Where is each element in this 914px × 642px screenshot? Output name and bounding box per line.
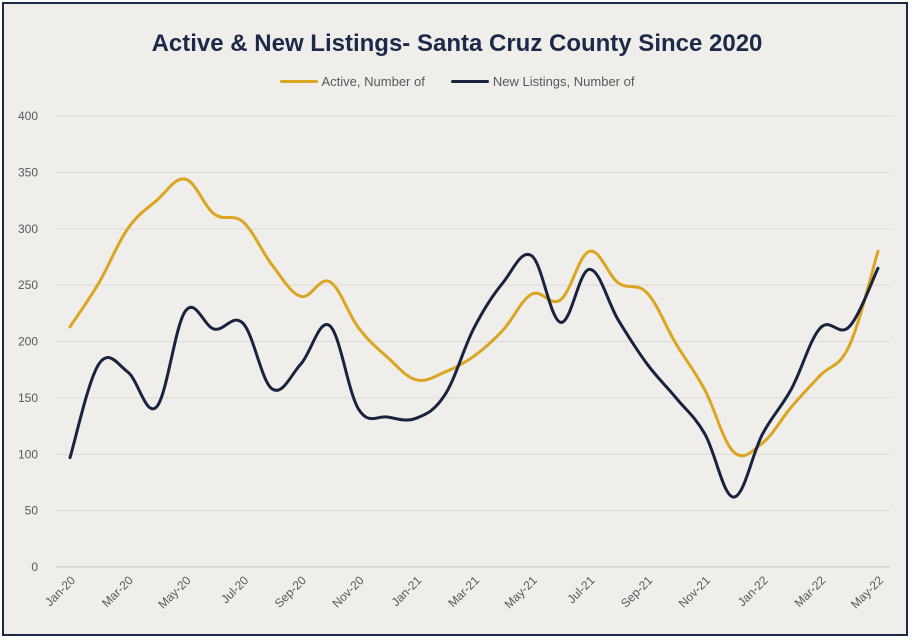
legend-swatch-active	[279, 80, 318, 83]
gridlines	[56, 115, 890, 568]
y-tick-label: 200	[18, 335, 38, 349]
x-tick-label: Jul-20	[218, 573, 251, 606]
x-tick-label: May-22	[848, 573, 886, 611]
x-tick-label: Mar-20	[99, 573, 136, 610]
x-tick-label: May-20	[155, 573, 193, 611]
x-tick-label: Mar-21	[445, 573, 482, 610]
x-axis-ticks: Jan-20 Mar-20 May-20 Jul-20 Sep-20 Nov-20 Jan-…	[42, 573, 886, 611]
chart-title: Active & New Listings- Santa Cruz County…	[151, 30, 763, 57]
x-tick-label: Sep-21	[618, 573, 655, 610]
x-tick-label: May-21	[502, 573, 540, 611]
x-tick-label: Nov-20	[329, 573, 366, 610]
y-tick-label: 400	[18, 109, 38, 123]
legend-item-active: Active, Number of	[279, 74, 425, 89]
y-tick-label: 350	[18, 165, 38, 179]
series-lines	[68, 177, 880, 499]
chart-frame	[2, 2, 908, 636]
active-line	[68, 177, 880, 458]
y-axis-ticks: 0 50 100 150 200 250 300 350 400	[18, 109, 38, 574]
x-tick-label: Jan-21	[389, 573, 425, 609]
new-listings-line	[68, 252, 880, 499]
y-tick-label: 100	[18, 447, 38, 461]
y-tick-label: 0	[31, 560, 38, 574]
x-tick-label: Mar-22	[792, 573, 829, 610]
y-tick-label: 300	[18, 222, 38, 236]
x-tick-label: Nov-21	[676, 573, 713, 610]
y-tick-label: 150	[18, 391, 38, 405]
y-tick-label: 50	[25, 504, 39, 518]
legend-label-new-listings: New Listings, Number of	[492, 74, 635, 89]
x-tick-label: Jan-22	[735, 573, 771, 609]
legend-label-active: Active, Number of	[321, 74, 425, 89]
x-tick-label: Jan-20	[42, 573, 78, 609]
x-tick-label: Sep-20	[272, 573, 309, 610]
legend-item-new-listings: New Listings, Number of	[450, 74, 635, 89]
x-tick-label: Jul-21	[565, 573, 598, 606]
y-tick-label: 250	[18, 278, 38, 292]
legend-swatch-new-listings	[450, 80, 489, 83]
legend: Active, Number of New Listings, Number o…	[0, 74, 914, 89]
